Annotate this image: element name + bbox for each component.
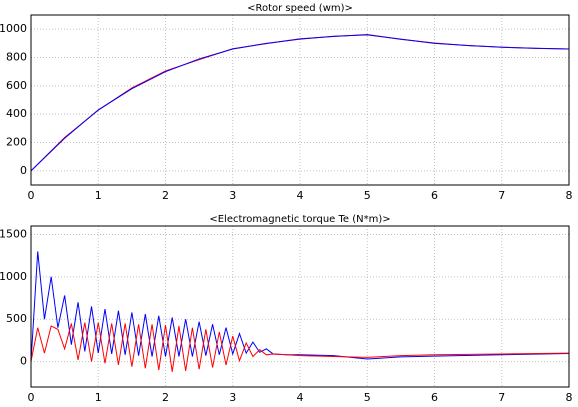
y-tick-label: 0 xyxy=(20,355,27,368)
y-tick-label: 1000 xyxy=(0,22,27,35)
y-tick-label: 800 xyxy=(6,51,27,64)
x-tick-label: 5 xyxy=(364,391,371,404)
y-tick-label: 600 xyxy=(6,79,27,92)
chart-title: <Electromagnetic torque Te (N*m)> xyxy=(209,214,390,225)
x-tick-label: 3 xyxy=(229,391,236,404)
axes-box xyxy=(30,225,570,388)
series-line xyxy=(30,322,570,372)
y-tick-label: 500 xyxy=(6,312,27,325)
x-tick-label: 7 xyxy=(498,189,505,202)
x-tick-label: 1 xyxy=(95,189,102,202)
x-tick-label: 0 xyxy=(28,189,35,202)
x-tick-label: 0 xyxy=(28,391,35,404)
x-tick-label: 7 xyxy=(498,391,505,404)
x-tick-label: 8 xyxy=(566,391,573,404)
x-tick-label: 4 xyxy=(297,391,304,404)
series-line xyxy=(30,34,570,172)
x-tick-label: 6 xyxy=(431,391,438,404)
y-tick-label: 200 xyxy=(6,136,27,149)
x-tick-label: 4 xyxy=(297,189,304,202)
axes-box xyxy=(30,14,570,186)
chart-title: <Rotor speed (wm)> xyxy=(247,3,353,14)
y-tick-label: 400 xyxy=(6,107,27,120)
x-tick-label: 2 xyxy=(162,391,169,404)
x-tick-label: 1 xyxy=(95,391,102,404)
y-tick-label: 1500 xyxy=(0,227,27,240)
x-tick-label: 5 xyxy=(364,189,371,202)
x-tick-label: 2 xyxy=(162,189,169,202)
x-tick-label: 8 xyxy=(566,189,573,202)
y-tick-label: 1000 xyxy=(0,270,27,283)
y-tick-label: 0 xyxy=(20,164,27,177)
plot-area xyxy=(31,226,569,387)
x-tick-label: 3 xyxy=(229,189,236,202)
x-tick-label: 6 xyxy=(431,189,438,202)
